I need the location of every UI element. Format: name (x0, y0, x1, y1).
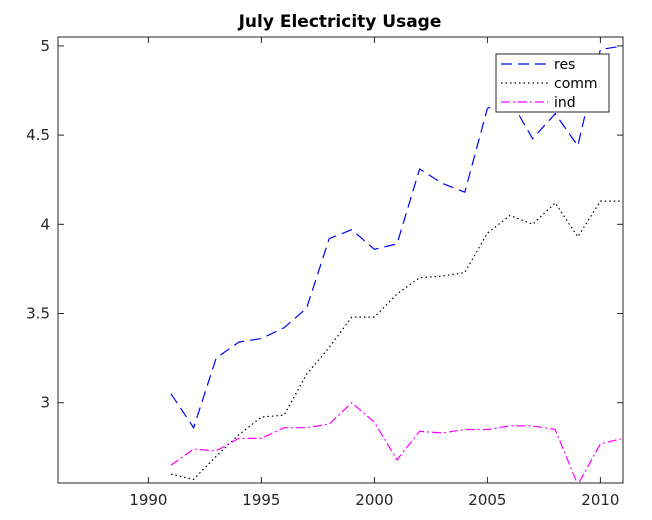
series-line-comm (170, 200, 623, 481)
y-tick-label: 3.5 (26, 305, 50, 323)
series-line-ind (170, 401, 623, 483)
plot-frame (57, 36, 624, 484)
x-tick-label: 2005 (468, 491, 506, 509)
y-tick-label: 5 (40, 37, 50, 55)
legend-label-ind: ind (554, 95, 576, 111)
x-tick-label: 1990 (129, 491, 167, 509)
y-tick-label: 4.5 (26, 126, 50, 144)
ticks-layer: 1990 1995 2000 2005 2010 3 3.5 4 4.5 5 (26, 37, 623, 509)
legend-label-res: res (554, 57, 575, 73)
x-tick-label: 2010 (581, 491, 619, 509)
x-tick-label: 2000 (355, 491, 393, 509)
y-tick-label: 4 (40, 215, 50, 233)
series-layer (170, 45, 623, 483)
chart-title: July Electricity Usage (238, 12, 442, 32)
legend-label-comm: comm (554, 76, 598, 92)
y-tick-label: 3 (40, 394, 50, 412)
legend: res comm ind (495, 53, 610, 113)
x-tick-label: 1995 (242, 491, 280, 509)
